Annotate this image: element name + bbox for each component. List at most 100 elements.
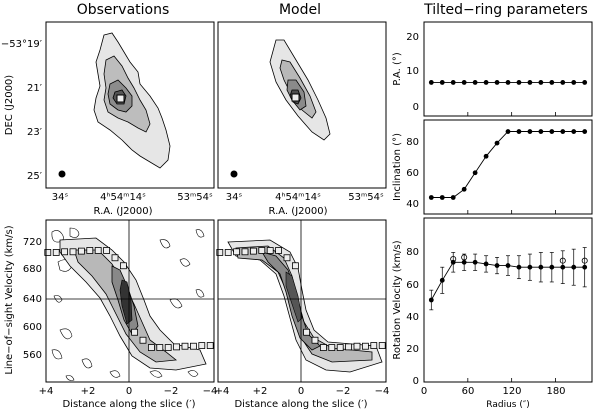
- ra-tick-label: 53ᵐ54ˢ: [348, 192, 384, 203]
- data-point: [571, 264, 577, 270]
- rot-x-tick-label: 180: [546, 386, 565, 397]
- ra-tick-label: 34ˢ: [226, 192, 243, 203]
- pv-marker: [216, 249, 224, 256]
- rotation-x-ticks: 0 60 120 180: [421, 386, 566, 397]
- pv-marker: [139, 336, 147, 344]
- data-point: [494, 140, 500, 146]
- pv-marker: [86, 247, 94, 254]
- data-point: [483, 80, 489, 85]
- data-point: [461, 186, 467, 192]
- pv-marker: [361, 342, 369, 350]
- tilted-ring-title: Tilted−ring parameters: [423, 2, 588, 18]
- model-pv-diagram: [216, 219, 387, 383]
- data-point: [538, 264, 544, 270]
- obs-center-marker: [116, 94, 125, 103]
- dec-tick-label: 21′: [27, 83, 43, 94]
- inc-tick-label: 80: [406, 137, 419, 148]
- data-point: [538, 129, 544, 134]
- pv-marker: [353, 342, 361, 350]
- pv-marker: [131, 328, 139, 336]
- pv-marker: [336, 344, 344, 351]
- inclination-panel: [423, 119, 593, 215]
- data-point: [571, 80, 577, 85]
- pv-marker: [345, 343, 353, 351]
- pv-marker: [266, 247, 274, 254]
- rot-tick-label: 0: [413, 376, 419, 387]
- data-point: [494, 80, 500, 85]
- inclination-ticks: 80 60 40: [406, 137, 419, 210]
- obs-pv-markers: [44, 247, 214, 351]
- pa-ticks: 20 10 0: [406, 32, 419, 113]
- ra-tick-label: 4ʰ54ᵐ14ˢ: [275, 192, 321, 203]
- dec-axis-label: DEC (J2000): [4, 75, 15, 135]
- obs-beam: [58, 170, 66, 178]
- rotation-y-ticks: 80 60 40 20 0: [406, 247, 419, 387]
- pa-tick-label: 10: [406, 66, 419, 77]
- data-point: [527, 80, 533, 85]
- pv-marker: [249, 247, 257, 255]
- observations-map: [45, 21, 215, 189]
- pv-marker: [173, 343, 181, 351]
- pv-y-tick-label: 560: [23, 350, 42, 361]
- pv-marker: [303, 328, 311, 336]
- data-point: [450, 80, 456, 85]
- data-point: [582, 129, 588, 134]
- data-point: [516, 129, 522, 134]
- data-point: [582, 80, 588, 85]
- data-point: [439, 277, 445, 283]
- pv-x-tick-label: −2: [164, 386, 179, 397]
- data-point: [549, 129, 555, 134]
- rotation-x-axis-label: Radius (″): [486, 400, 529, 410]
- pv-x-tick-label: +4: [215, 386, 230, 397]
- data-point: [483, 261, 489, 267]
- open-data-point: [581, 257, 588, 264]
- pv-y-tick-label: 640: [23, 294, 42, 305]
- pa-panel: [423, 21, 593, 117]
- data-point: [472, 80, 478, 85]
- open-data-point: [461, 254, 468, 261]
- pv-marker: [181, 342, 189, 350]
- pv-marker: [241, 248, 249, 256]
- pv-marker: [283, 254, 291, 262]
- pv-marker: [78, 247, 85, 255]
- pv-y-ticks: 720 680 640 600 560: [23, 237, 42, 361]
- data-point: [505, 80, 511, 85]
- data-point: [549, 80, 555, 85]
- data-point: [428, 80, 434, 85]
- pv-x-tick-label: −2: [336, 386, 351, 397]
- pv-x-tick-label: −4: [375, 386, 390, 397]
- pv-x-axis-label-obs: Distance along the slice (′): [62, 399, 195, 410]
- pv-x-axis-label-model: Distance along the slice (′): [234, 399, 367, 410]
- model-beam: [230, 170, 238, 178]
- data-point: [560, 129, 566, 134]
- dec-tick-label: 25′: [27, 171, 43, 182]
- open-data-point: [559, 257, 566, 264]
- ra-ticks-obs: 34ˢ 4ʰ54ᵐ14ˢ 53ᵐ54ˢ: [52, 192, 213, 203]
- pv-marker: [69, 248, 77, 256]
- rot-x-tick-label: 60: [462, 386, 475, 397]
- data-point: [560, 264, 566, 270]
- data-point: [560, 80, 566, 85]
- data-point: [494, 263, 500, 268]
- pv-marker: [61, 248, 68, 256]
- pv-x-tick-label: 0: [126, 386, 132, 397]
- rot-tick-label: 20: [406, 344, 419, 355]
- data-point: [461, 80, 467, 85]
- pa-tick-label: 20: [406, 32, 419, 43]
- observations-title: Observations: [77, 2, 170, 18]
- pv-marker: [44, 249, 52, 256]
- data-point: [439, 80, 445, 85]
- dec-tick-label: −53°19′: [1, 39, 43, 50]
- pv-marker: [378, 342, 386, 349]
- rot-tick-label: 80: [406, 247, 419, 258]
- data-point: [505, 263, 511, 268]
- data-point: [505, 129, 511, 134]
- pv-marker: [189, 342, 197, 350]
- rot-tick-label: 40: [406, 312, 419, 323]
- pv-marker: [94, 247, 102, 254]
- model-pv-contour-4: [285, 271, 303, 323]
- data-point: [428, 297, 434, 303]
- model-pv-contour-1: [227, 239, 383, 373]
- pv-x-ticks-obs: +4 +2 0 −2 −4: [39, 386, 218, 397]
